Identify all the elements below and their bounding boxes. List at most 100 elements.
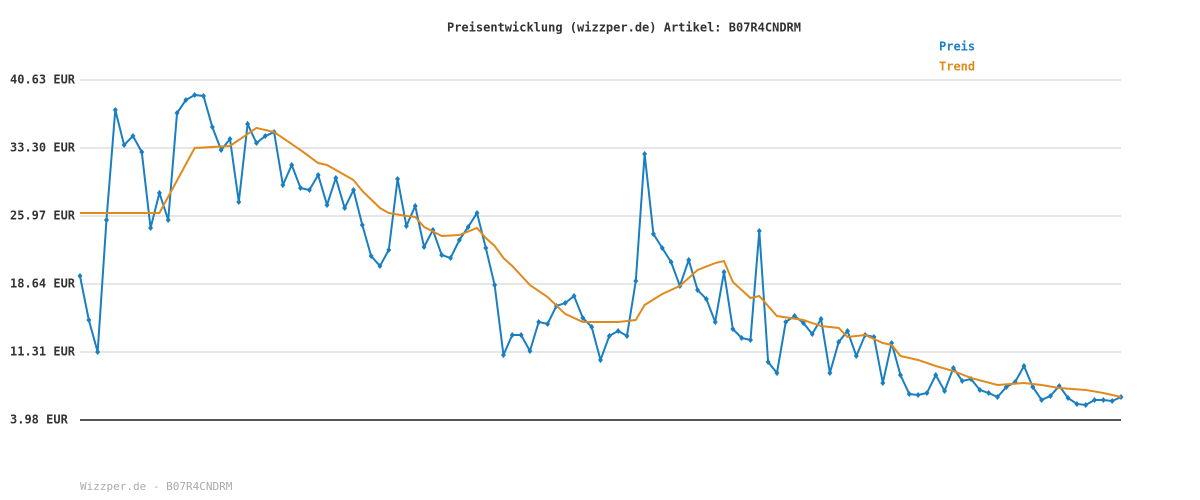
- footer: Wizzper.de - B07R4CNDRM: [80, 480, 233, 493]
- point-marker: [315, 171, 321, 178]
- point-marker: [306, 187, 312, 194]
- point-marker: [1039, 396, 1045, 403]
- point-marker: [121, 142, 127, 149]
- y-tick-label: 18.64 EUR: [10, 277, 76, 291]
- point-marker: [668, 259, 674, 266]
- point-marker: [730, 325, 736, 332]
- y-tick-label: 3.98 EUR: [10, 413, 69, 427]
- point-marker: [324, 201, 330, 208]
- point-marker: [86, 316, 92, 323]
- point-marker: [1092, 396, 1098, 403]
- point-marker: [148, 224, 154, 231]
- point-marker: [448, 255, 454, 262]
- point-marker: [598, 356, 603, 363]
- point-marker: [906, 391, 912, 398]
- point-marker: [994, 393, 1000, 400]
- point-marker: [103, 216, 109, 223]
- point-marker: [977, 386, 983, 393]
- point-marker: [880, 379, 886, 386]
- point-marker: [377, 263, 383, 270]
- point-marker: [959, 377, 965, 384]
- y-tick-label: 11.31 EUR: [10, 345, 76, 359]
- point-marker: [518, 332, 524, 339]
- point-marker: [209, 124, 215, 131]
- point-marker: [421, 243, 427, 250]
- point-marker: [130, 133, 136, 140]
- point-marker: [606, 332, 612, 339]
- point-marker: [562, 300, 568, 307]
- point-marker: [156, 189, 162, 196]
- point-marker: [836, 338, 842, 345]
- point-marker: [897, 372, 903, 379]
- point-marker: [527, 347, 533, 354]
- point-marker: [853, 352, 859, 359]
- point-marker: [1109, 397, 1115, 404]
- point-marker: [827, 369, 833, 376]
- point-marker: [112, 106, 118, 113]
- point-marker: [739, 334, 745, 341]
- y-tick-label: 33.30 EUR: [10, 141, 76, 155]
- point-marker: [139, 148, 145, 155]
- point-marker: [289, 161, 295, 168]
- chart-title: Preisentwicklung (wizzper.de) Artikel: B…: [447, 21, 801, 35]
- point-marker: [1047, 392, 1053, 399]
- point-marker: [686, 256, 692, 263]
- point-marker: [1021, 363, 1027, 370]
- point-marker: [500, 351, 506, 358]
- point-marker: [483, 245, 489, 252]
- point-marker: [633, 278, 639, 285]
- point-marker: [703, 296, 709, 303]
- point-marker: [1100, 396, 1106, 403]
- legend-entry: Trend: [939, 60, 975, 74]
- point-marker: [395, 175, 401, 182]
- point-marker: [412, 202, 418, 209]
- point-marker: [571, 292, 577, 299]
- point-marker: [1003, 383, 1009, 390]
- point-marker: [1083, 401, 1089, 408]
- point-marker: [942, 387, 948, 394]
- legend-entry: Preis: [939, 40, 975, 54]
- point-marker: [1074, 400, 1080, 407]
- point-marker: [845, 327, 851, 334]
- point-marker: [474, 210, 480, 217]
- point-marker: [924, 390, 930, 397]
- point-marker: [765, 359, 771, 366]
- point-marker: [439, 251, 445, 258]
- point-marker: [933, 372, 939, 379]
- point-marker: [1065, 395, 1071, 402]
- point-marker: [580, 314, 586, 321]
- point-marker: [253, 139, 259, 146]
- point-marker: [986, 390, 992, 397]
- point-marker: [950, 364, 956, 371]
- point-marker: [659, 245, 665, 252]
- point-marker: [509, 332, 515, 339]
- point-marker: [201, 92, 207, 99]
- point-marker: [650, 230, 656, 237]
- point-marker: [747, 337, 753, 344]
- point-marker: [77, 273, 83, 280]
- point-marker: [386, 246, 392, 253]
- point-marker: [262, 133, 268, 140]
- point-marker: [174, 110, 180, 117]
- point-marker: [721, 269, 727, 276]
- point-marker: [350, 187, 356, 194]
- point-marker: [624, 332, 630, 339]
- point-marker: [95, 349, 101, 355]
- point-marker: [192, 92, 198, 99]
- point-marker: [712, 318, 718, 325]
- point-marker: [536, 318, 542, 325]
- series-line: [80, 126, 1122, 398]
- point-marker: [236, 198, 242, 205]
- point-marker: [183, 97, 189, 104]
- point-marker: [218, 147, 224, 154]
- point-marker: [165, 216, 171, 223]
- point-marker: [298, 184, 304, 191]
- point-marker: [342, 205, 348, 212]
- point-marker: [403, 223, 409, 230]
- point-marker: [818, 315, 824, 322]
- point-marker: [333, 174, 339, 181]
- point-marker: [227, 136, 233, 143]
- point-marker: [695, 287, 701, 294]
- point-marker: [368, 252, 374, 259]
